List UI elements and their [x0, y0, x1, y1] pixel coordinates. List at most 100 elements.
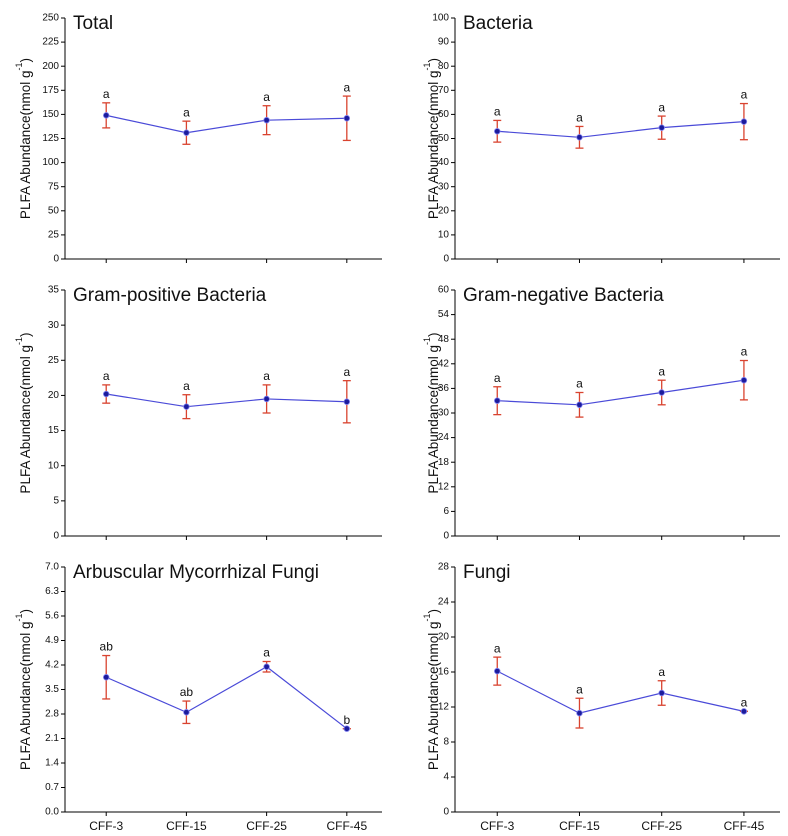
y-tick-label: 30 — [438, 408, 450, 419]
y-tick-label: 0 — [53, 531, 59, 542]
y-label-sup: -1 — [14, 337, 24, 345]
y-tick-label: 5 — [53, 495, 59, 506]
y-tick-label: 6.3 — [45, 586, 59, 597]
data-point — [103, 112, 110, 119]
y-tick-label: 60 — [438, 109, 450, 120]
y-tick-label: 24 — [438, 597, 450, 608]
y-tick-label: 28 — [438, 562, 450, 573]
panel-title: Gram-negative Bacteria — [463, 285, 664, 306]
y-label-end: ) — [18, 332, 33, 337]
y-tick-label: 42 — [438, 358, 450, 369]
data-point — [494, 667, 501, 675]
x-tick-label: CFF-45 — [724, 819, 765, 833]
y-tick-label: 48 — [438, 334, 450, 345]
series-line — [105, 666, 348, 730]
data-point — [343, 725, 351, 732]
y-axis-label: PLFA Abundance(nmol g-1) — [14, 609, 32, 770]
series-line — [106, 393, 347, 408]
y-axis-label: PLFA Abundance(nmol g-1) — [422, 58, 440, 219]
data-point — [183, 129, 190, 136]
x-tick-label: CFF-15 — [166, 819, 207, 833]
y-tick-label: 35 — [48, 285, 60, 296]
y-tick-label: 8 — [443, 737, 449, 748]
data-point — [343, 115, 351, 122]
y-label-end: ) — [18, 58, 33, 63]
series-line — [497, 121, 744, 138]
y-label-sup: -1 — [422, 62, 432, 70]
y-tick-label: 0 — [443, 254, 449, 265]
y-tick-label: 125 — [42, 133, 59, 144]
y-tick-label: 225 — [42, 37, 59, 48]
y-tick-label: 24 — [438, 432, 450, 443]
data-point — [103, 674, 110, 681]
y-tick-label: 75 — [48, 181, 60, 192]
significance-letter: a — [183, 379, 190, 393]
panel-title: Total — [73, 13, 113, 34]
y-tick-label: 36 — [438, 383, 450, 394]
y-label-end: ) — [426, 58, 441, 63]
x-tick-label: CFF-3 — [89, 819, 123, 833]
data-point — [576, 134, 583, 141]
y-label-sup: -1 — [422, 613, 432, 621]
y-label-end: ) — [18, 609, 33, 614]
y-tick-label: 2.8 — [45, 709, 59, 720]
significance-letter: a — [343, 365, 350, 379]
y-tick-label: 40 — [438, 157, 450, 168]
significance-letter: a — [658, 100, 665, 114]
significance-letter: a — [183, 105, 190, 119]
significance-letter: a — [494, 105, 501, 119]
y-tick-label: 12 — [438, 481, 450, 492]
y-tick-label: 150 — [42, 109, 59, 120]
data-point — [343, 398, 351, 405]
y-tick-label: 3.5 — [45, 684, 59, 695]
significance-letter: a — [343, 80, 350, 94]
y-tick-label: 18 — [438, 457, 450, 468]
y-tick-label: 4.9 — [45, 635, 59, 646]
y-axis-label: PLFA Abundance(nmol g-1) — [422, 609, 440, 770]
significance-letter: b — [343, 713, 350, 727]
y-tick-label: 0.7 — [45, 782, 59, 793]
y-tick-label: 12 — [438, 702, 450, 713]
series-line — [497, 379, 745, 406]
panel: 0.0 0.7 1.4 2.1 2.8 3.5 4.2 4.9 5.6 6.3 7.0 CFF-3 CF… — [14, 562, 382, 833]
significance-letter: a — [741, 345, 748, 359]
y-tick-label: 30 — [438, 181, 450, 192]
data-point — [263, 116, 270, 124]
y-tick-label: 60 — [438, 285, 450, 296]
series-line — [496, 670, 745, 714]
significance-letter: a — [741, 88, 748, 102]
significance-letter: a — [103, 369, 110, 383]
significance-letter: a — [658, 364, 665, 378]
y-label-main: PLFA Abundance(nmol g — [18, 621, 33, 770]
y-tick-label: 80 — [438, 61, 450, 72]
panel: 0 4 8 12 16 20 24 28 CFF-3 CFF-15 CFF-25 CFF-45 Fung… — [422, 562, 780, 833]
y-tick-label: 10 — [438, 230, 450, 241]
data-point — [658, 389, 665, 396]
significance-letter: a — [576, 377, 583, 391]
y-tick-label: 2.1 — [45, 733, 59, 744]
y-tick-label: 20 — [438, 205, 450, 216]
x-tick-label: CFF-45 — [326, 819, 367, 833]
series-line — [106, 114, 347, 134]
y-label-sup: -1 — [14, 62, 24, 70]
data-point — [576, 401, 583, 408]
y-tick-label: 50 — [438, 133, 450, 144]
y-tick-label: 250 — [42, 13, 59, 24]
y-tick-label: 54 — [438, 309, 450, 320]
x-tick-label: CFF-3 — [480, 819, 514, 833]
significance-letter: a — [494, 641, 501, 655]
data-point — [740, 118, 748, 125]
y-tick-label: 5.6 — [45, 611, 59, 622]
y-tick-label: 20 — [48, 390, 60, 401]
x-tick-label: CFF-25 — [246, 819, 287, 833]
y-tick-label: 70 — [438, 85, 450, 96]
y-axis-label: PLFA Abundance(nmol g-1) — [14, 332, 32, 493]
y-label-sup: -1 — [422, 337, 432, 345]
y-tick-label: 200 — [42, 61, 59, 72]
y-label-main: PLFA Abundance(nmol g — [18, 70, 33, 219]
data-point — [576, 709, 583, 717]
y-tick-label: 7.0 — [45, 562, 59, 573]
y-tick-label: 25 — [48, 355, 60, 366]
panel: 0 25 50 75 100 125 150 175 200 225 250 Total PLFA Ab… — [14, 13, 382, 265]
x-tick-label: CFF-15 — [559, 819, 600, 833]
